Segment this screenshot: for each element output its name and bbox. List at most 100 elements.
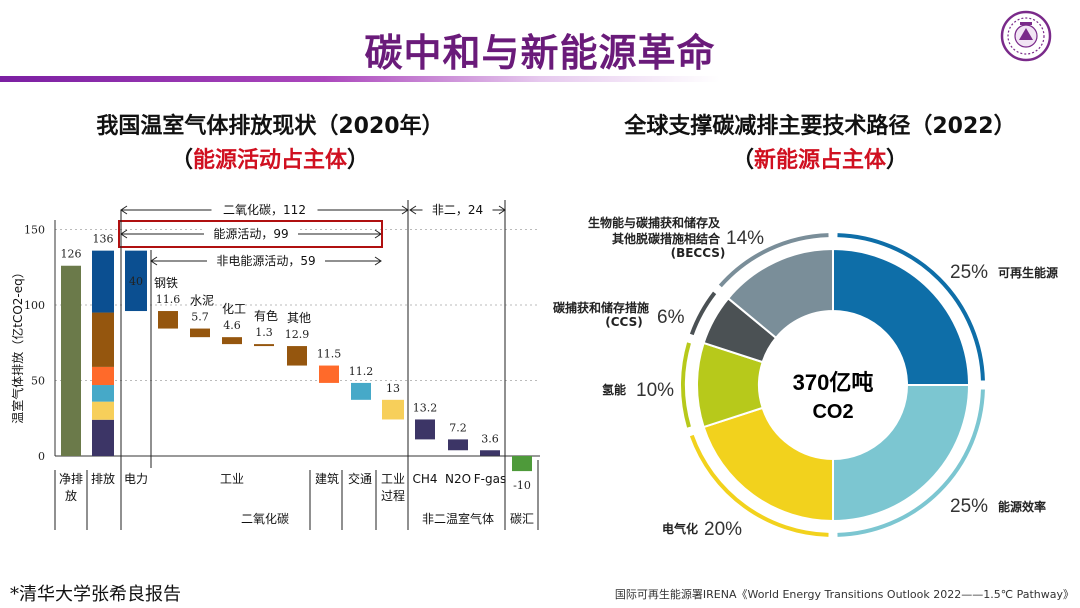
waterfall-bar-sink xyxy=(512,456,532,472)
donut-ring-segment xyxy=(689,291,717,336)
donut-ring-segment xyxy=(837,389,985,537)
bracket-non-power-label-bg xyxy=(207,252,325,268)
energy-highlight-box xyxy=(118,220,383,248)
slice-name-electrification: 电气化 xyxy=(662,521,698,536)
donut-ring-segment xyxy=(837,233,985,381)
slice-name-beccs-abbr: (BECCS) xyxy=(671,246,726,260)
slice-percent-electrification: 20% xyxy=(704,519,742,540)
waterfall-sector-label: 化工 xyxy=(222,302,246,316)
donut-center-sub: CO2 xyxy=(812,401,853,423)
waterfall-value-label: 11.6 xyxy=(156,293,181,306)
bracket-non-co2-arrow-left xyxy=(409,205,417,215)
waterfall-value-label: 12.9 xyxy=(285,328,310,341)
slice-percent-renewable: 25% xyxy=(950,262,988,283)
bracket-co2-label-bg xyxy=(211,201,318,217)
slide-title: 碳中和与新能源革命 xyxy=(364,31,716,75)
waterfall-sector-label: 有色 xyxy=(254,309,278,323)
waterfall-bar-industrial_process xyxy=(382,399,404,420)
waterfall-bar-steel xyxy=(158,311,178,329)
donut-hole xyxy=(759,311,907,459)
bracket-non-co2-label-bg xyxy=(422,201,493,217)
slice-name-renewable: 可再生能源 xyxy=(998,265,1058,280)
right-subtitle-close: ） xyxy=(886,148,909,173)
waterfall-bar-chem xyxy=(222,337,242,345)
bracket-non-power-arrow-right xyxy=(374,256,382,266)
waterfall-value-label: 13 xyxy=(386,382,400,395)
right-panel-subtitle: （新能源占主体） xyxy=(570,142,1070,174)
waterfall-stack-segment xyxy=(92,401,114,420)
slice-name-beccs-1: 生物能与碳捕获和储存及 xyxy=(588,215,721,230)
y-tick-label: 150 xyxy=(24,224,45,237)
donut-slice-labels: 25% 可再生能源 25% 能源效率 20% 电气化 10% 氢能 6% 碳捕获和储存措施(CCS… xyxy=(553,215,1058,540)
title-gradient-rule xyxy=(0,76,720,82)
waterfall-value-label: 11.5 xyxy=(317,348,342,361)
slice-percent-hydrogen: 10% xyxy=(636,380,674,401)
y-tick-label: 50 xyxy=(31,375,45,388)
bracket-energy-label-bg xyxy=(204,225,298,241)
category-label: 电力 xyxy=(124,472,148,486)
waterfall-value-label: -10 xyxy=(513,479,531,492)
waterfall-bar-n2o xyxy=(448,439,468,451)
donut-center-label: 370亿吨 xyxy=(793,370,874,395)
university-seal-logo xyxy=(1000,10,1052,62)
footnote-source-right: 国际可再生能源署IRENA《World Energy Transitions O… xyxy=(614,588,1074,601)
category-label: 放 xyxy=(65,488,77,503)
waterfall-bar-net xyxy=(61,265,81,456)
waterfall-ylabel: 温室气体排放（亿tCO2-eq） xyxy=(10,266,25,424)
donut-outer-ring xyxy=(681,233,985,537)
waterfall-bars xyxy=(61,250,532,472)
waterfall-value-labels: 126 136 40 11.6 钢铁 5.7 水泥 4.6 化工 1.3 有色 12.9 其他 11.5 1… xyxy=(61,233,531,492)
waterfall-brackets: 二氧化碳，112 能源活动，99 非电能源活动，59 非二，24 xyxy=(54,200,539,530)
slice-name-ccs: 碳捕获和储存措施 xyxy=(553,300,649,315)
right-panel-title: 全球支撑碳减排主要技术路径（2022） xyxy=(624,114,1016,139)
donut-ring-segment xyxy=(718,233,829,288)
waterfall-sector-label: 钢铁 xyxy=(154,276,178,290)
waterfall-stack-segment xyxy=(92,366,114,386)
waterfall-stack-segment xyxy=(92,250,114,313)
waterfall-sector-label: 水泥 xyxy=(190,294,214,308)
waterfall-value-label: 126 xyxy=(61,248,82,261)
slice-name-ccs-abbr: (CCS) xyxy=(605,315,642,329)
waterfall-value-label: 4.6 xyxy=(223,319,241,332)
slice-percent-ccs: 6% xyxy=(657,307,685,328)
waterfall-bar-fgas xyxy=(480,450,500,456)
waterfall-stack-segment xyxy=(92,385,114,402)
footnote-source-left: *清华大学张希良报告 xyxy=(10,584,181,605)
right-subtitle-highlight: 新能源占主体 xyxy=(753,148,886,173)
category-label: 排放 xyxy=(91,471,115,486)
waterfall-value-label: 136 xyxy=(93,233,114,246)
y-tick-label: 0 xyxy=(38,450,45,463)
waterfall-sector-label: 其他 xyxy=(287,311,311,325)
group-label-co2: 二氧化碳 xyxy=(241,512,289,526)
group-label-sink: 碳汇 xyxy=(510,512,534,526)
waterfall-value-label: 40 xyxy=(129,275,143,288)
slice-percent-efficiency: 25% xyxy=(950,496,988,517)
waterfall-value-label: 13.2 xyxy=(413,401,438,414)
left-subtitle-open: （ xyxy=(170,148,193,173)
waterfall-bar-building xyxy=(319,365,339,383)
waterfall-value-label: 5.7 xyxy=(191,311,209,324)
right-subtitle-open: （ xyxy=(731,148,754,173)
waterfall-value-label: 3.6 xyxy=(481,432,499,445)
donut-ring-segment xyxy=(689,434,829,537)
y-tick-label: 100 xyxy=(24,299,45,312)
left-subtitle-close: ） xyxy=(347,148,370,173)
donut-ring-segment xyxy=(681,342,691,428)
category-label: 工业 xyxy=(381,472,405,486)
bracket-non-co2-label: 非二，24 xyxy=(432,203,483,217)
slice-name-efficiency: 能源效率 xyxy=(998,499,1046,514)
bracket-non-power-label: 非电能源活动，59 xyxy=(216,254,315,268)
waterfall-bar-cement xyxy=(190,328,210,338)
slice-percent-beccs: 14% xyxy=(726,228,764,249)
group-label-non-co2: 非二温室气体 xyxy=(422,511,494,526)
waterfall-value-label: 7.2 xyxy=(449,421,467,434)
waterfall-bar-transport xyxy=(351,382,371,400)
category-label: 净排 xyxy=(59,472,83,486)
waterfall-value-label: 11.2 xyxy=(349,365,374,378)
left-subtitle-highlight: 能源活动占主体 xyxy=(192,148,347,173)
bracket-co2-label: 二氧化碳，112 xyxy=(223,203,306,217)
waterfall-value-label: 1.3 xyxy=(255,326,273,339)
slice-name-beccs-2: 其他脱碳措施相结合 xyxy=(612,231,721,246)
waterfall-stack-segment xyxy=(92,312,114,367)
